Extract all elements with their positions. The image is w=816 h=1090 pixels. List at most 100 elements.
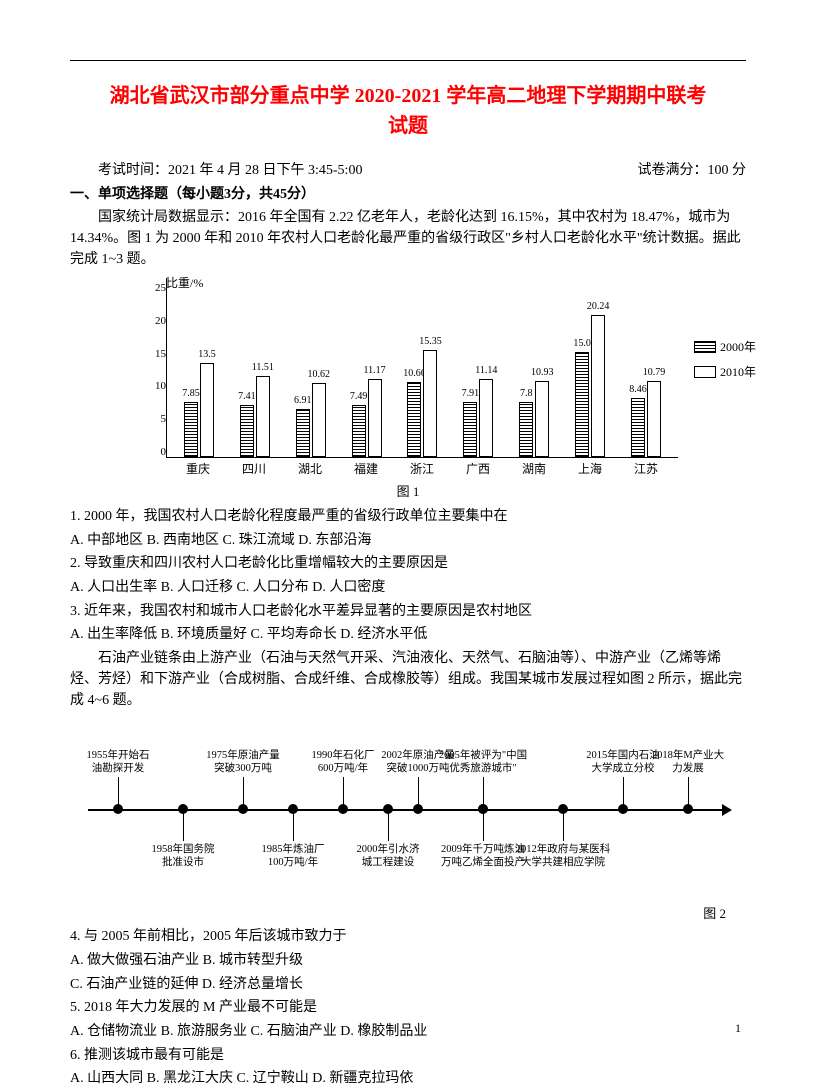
bar-value: 11.17: [363, 365, 385, 376]
question-line: A. 做大做强石油产业 B. 城市转型升级: [70, 950, 746, 972]
bar-value: 20.24: [587, 301, 610, 312]
question-line: 6. 推测该城市最有可能是: [70, 1045, 746, 1067]
legend-item: 2000年: [694, 338, 756, 355]
bar-value: 7.49: [350, 391, 368, 402]
chart-yaxis: 2520151050: [138, 278, 166, 458]
bar-fill: [647, 381, 661, 457]
bar-group: 7.810.93: [519, 381, 549, 458]
bar-2000: 7.91: [463, 402, 477, 457]
timeline-label: 2012年政府与某医科大学共建相应学院: [516, 843, 611, 869]
timeline-stem: [293, 809, 294, 841]
question-line: 2. 导致重庆和四川农村人口老龄化比重增幅较大的主要原因是: [70, 553, 746, 575]
bar-fill: [535, 381, 549, 458]
bar-fill: [240, 405, 254, 457]
timeline-label: 1990年石化厂600万吨/年: [312, 749, 375, 775]
xtick: 福建: [346, 460, 386, 477]
bar-2010: 11.17: [368, 379, 382, 457]
title-line-1: 湖北省武汉市部分重点中学 2020-2021 学年高二地理下学期期中联考: [70, 81, 746, 111]
timeline-stem: [343, 777, 344, 809]
ytick: 10: [155, 380, 166, 392]
bar-2010: 15.35: [423, 350, 437, 457]
legend-swatch-hatched: [694, 341, 716, 353]
bar-fill: [631, 398, 645, 457]
timeline-stem: [483, 809, 484, 841]
bar-fill: [296, 409, 310, 457]
chart-plot: 7.8513.57.4111.516.9110.627.4911.1710.66…: [166, 278, 678, 458]
bar-2000: 7.8: [519, 402, 533, 457]
timeline: 1955年开始石油勘探开发1958年国务院批准设市1975年原油产量突破300万…: [88, 719, 728, 899]
top-rule: [70, 60, 746, 61]
xtick: 江苏: [626, 460, 666, 477]
bar-2000: 6.91: [296, 409, 310, 457]
bar-2000: 8.46: [631, 398, 645, 457]
bar-2010: 10.93: [535, 381, 549, 458]
bar-value: 11.14: [475, 365, 497, 376]
bar-fill: [200, 363, 214, 458]
bar-2000: 7.41: [240, 405, 254, 457]
question-line: A. 人口出生率 B. 人口迁移 C. 人口分布 D. 人口密度: [70, 577, 746, 599]
timeline-stem: [688, 777, 689, 809]
bar-value: 7.8: [520, 388, 533, 399]
bar-value: 15.35: [419, 336, 442, 347]
bar-group: 7.4911.17: [352, 379, 382, 457]
bar-fill: [519, 402, 533, 457]
title-line-2: 试题: [70, 111, 746, 141]
timeline-stem: [243, 777, 244, 809]
bar-fill: [407, 382, 421, 457]
question-line: 4. 与 2005 年前相比，2005 年后该城市致力于: [70, 926, 746, 948]
exam-title: 湖北省武汉市部分重点中学 2020-2021 学年高二地理下学期期中联考 试题: [70, 81, 746, 141]
bar-fill: [352, 405, 366, 457]
question-line: 3. 近年来，我国农村和城市人口老龄化水平差异显著的主要原因是农村地区: [70, 601, 746, 623]
bar-2010: 13.5: [200, 363, 214, 458]
section-1-intro: 国家统计局数据显示：2016 年全国有 2.22 亿老年人，老龄化达到 16.1…: [70, 207, 746, 270]
bar-value: 7.85: [182, 388, 200, 399]
bar-fill: [368, 379, 382, 457]
bar-fill: [256, 376, 270, 457]
xtick: 湖南: [514, 460, 554, 477]
question-line: C. 石油产业链的延伸 D. 经济总量增长: [70, 974, 746, 996]
bar-fill: [423, 350, 437, 457]
exam-meta: 考试时间：2021 年 4 月 28 日下午 3:45-5:00 试卷满分：10…: [70, 159, 746, 179]
question-line: 5. 2018 年大力发展的 M 产业最不可能是: [70, 997, 746, 1019]
figure-2-caption: 图 2: [70, 903, 726, 922]
timeline-label: 2005年被评为"中国优秀旅游城市": [439, 749, 527, 775]
timeline-stem: [563, 809, 564, 841]
bar-value: 7.41: [238, 391, 256, 402]
bar-group: 15.020.24: [575, 315, 605, 457]
bar-group: 6.9110.62: [296, 383, 326, 457]
xtick: 四川: [234, 460, 274, 477]
bar-2010: 11.14: [479, 379, 493, 457]
bar-2000: 15.0: [575, 352, 589, 457]
xtick: 上海: [570, 460, 610, 477]
timeline-label: 2015年国内石油大学成立分校: [586, 749, 660, 775]
bar-group: 8.4610.79: [631, 381, 661, 457]
bar-value: 13.5: [198, 349, 216, 360]
question-line: A. 仓储物流业 B. 旅游服务业 C. 石脑油产业 D. 橡胶制品业: [70, 1021, 746, 1043]
timeline-stem: [388, 809, 389, 841]
timeline-label: 1985年炼油厂100万吨/年: [262, 843, 325, 869]
bar-fill: [312, 383, 326, 457]
question-line: A. 中部地区 B. 西南地区 C. 珠江流域 D. 东部沿海: [70, 530, 746, 552]
bar-2000: 10.66: [407, 382, 421, 457]
timeline-label: 2018年M产业大力发展: [652, 749, 724, 775]
xtick: 浙江: [402, 460, 442, 477]
bar-value: 8.46: [629, 384, 647, 395]
ytick: 15: [155, 348, 166, 360]
bar-2000: 7.49: [352, 405, 366, 457]
bar-value: 11.51: [252, 362, 274, 373]
bar-group: 7.8513.5: [184, 363, 214, 458]
bar-value: 10.62: [307, 369, 330, 380]
bar-group: 10.6615.35: [407, 350, 437, 457]
bar-value: 6.91: [294, 395, 312, 406]
timeline-stem: [118, 777, 119, 809]
bar-value: 15.0: [573, 338, 591, 349]
timeline-label: 2009年千万吨炼油万吨乙烯全面投产: [441, 843, 525, 869]
bar-fill: [463, 402, 477, 457]
legend-item: 2010年: [694, 363, 756, 380]
bar-value: 10.66: [403, 368, 426, 379]
bar-2010: 11.51: [256, 376, 270, 457]
page-number: 1: [735, 1021, 741, 1036]
question-line: A. 出生率降低 B. 环境质量好 C. 平均寿命长 D. 经济水平低: [70, 624, 746, 646]
timeline-label: 1955年开始石油勘探开发: [87, 749, 150, 775]
ytick: 25: [155, 282, 166, 294]
